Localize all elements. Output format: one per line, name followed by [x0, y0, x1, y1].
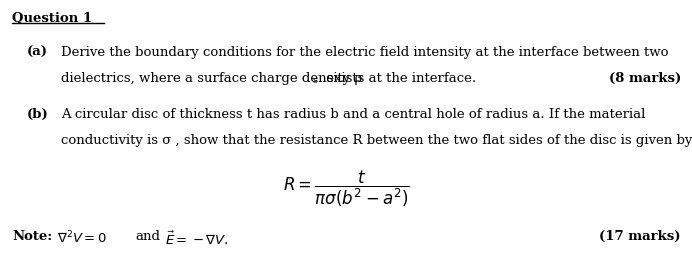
- Text: (17 marks): (17 marks): [599, 230, 681, 243]
- Text: Question 1: Question 1: [12, 12, 93, 25]
- Text: $R = \dfrac{t}{\pi\sigma(b^{2}-a^{2})}$: $R = \dfrac{t}{\pi\sigma(b^{2}-a^{2})}$: [283, 169, 409, 209]
- Text: Note:: Note:: [12, 230, 53, 243]
- Text: $\vec{E} = -\nabla V$.: $\vec{E} = -\nabla V$.: [165, 230, 228, 247]
- Text: (b): (b): [26, 108, 48, 121]
- Text: s: s: [313, 76, 318, 85]
- Text: Derive the boundary conditions for the electric field intensity at the interface: Derive the boundary conditions for the e…: [61, 46, 668, 59]
- Text: $\nabla^{2}V = 0$: $\nabla^{2}V = 0$: [57, 230, 107, 246]
- Text: (a): (a): [26, 46, 47, 59]
- Text: conductivity is σ , show that the resistance R between the two flat sides of the: conductivity is σ , show that the resist…: [61, 134, 692, 147]
- Text: A circular disc of thickness t has radius b and a central hole of radius a. If t: A circular disc of thickness t has radiu…: [61, 108, 645, 121]
- Text: dielectrics, where a surface charge density ρ: dielectrics, where a surface charge dens…: [61, 72, 362, 85]
- Text: and: and: [136, 230, 161, 243]
- Text: exists at the interface.: exists at the interface.: [322, 72, 477, 85]
- Text: (8 marks): (8 marks): [609, 72, 681, 85]
